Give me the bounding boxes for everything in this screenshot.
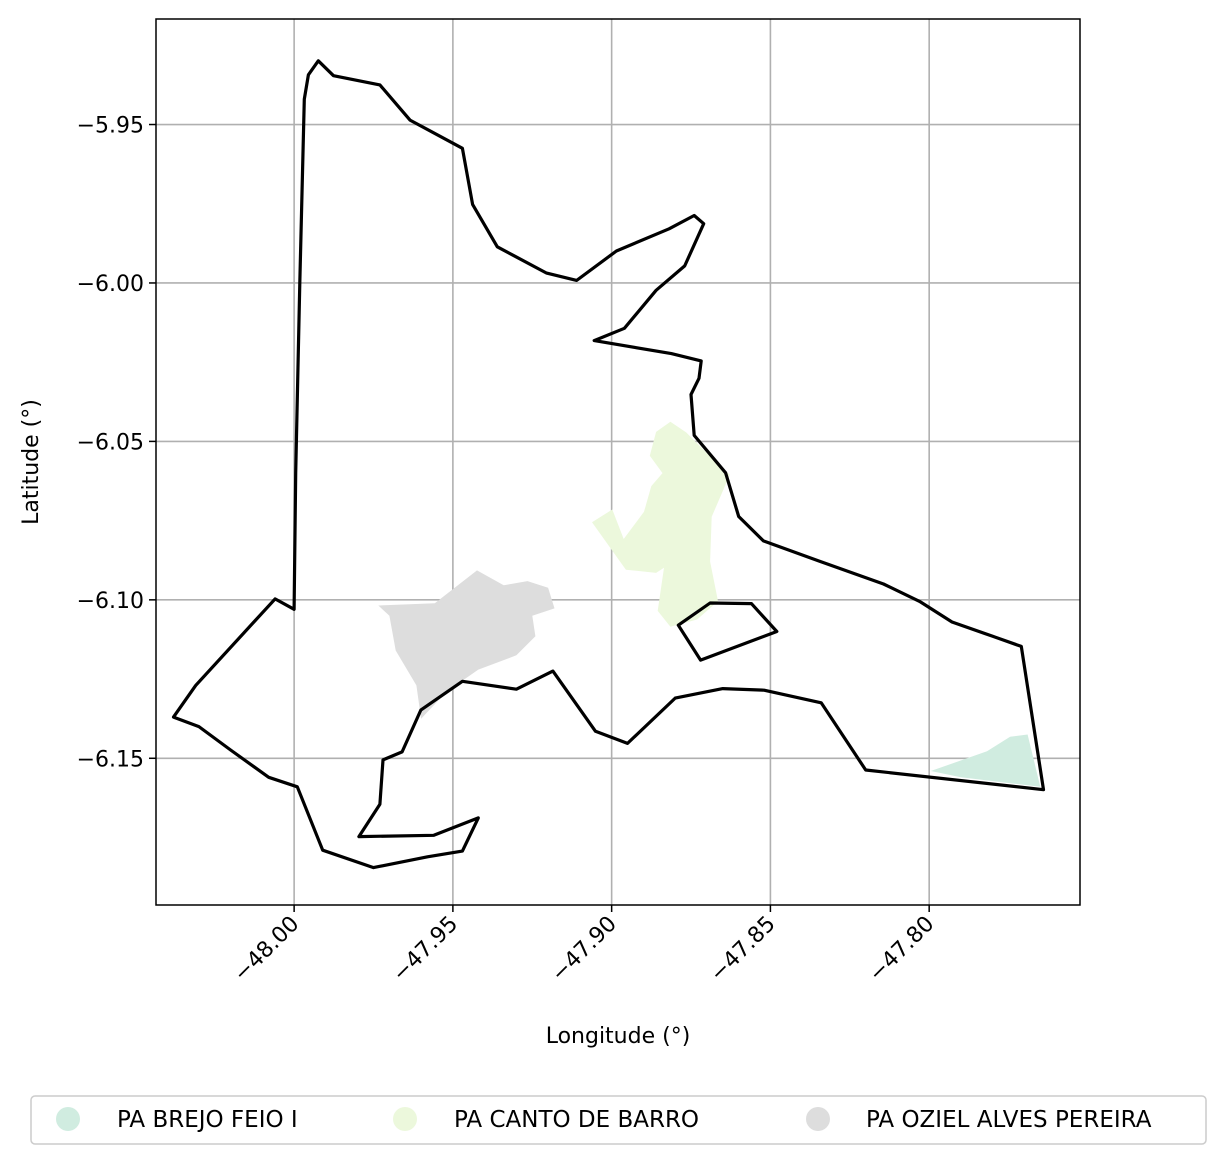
y-tick-label: −5.95 — [77, 114, 144, 139]
legend-box — [30, 1095, 1207, 1145]
x-axis-title: Longitude (°) — [546, 1024, 691, 1049]
area-pa-canto-de-barro — [592, 421, 730, 627]
x-tick-label: −48.00 — [229, 912, 304, 987]
y-axis-title: Latitude (°) — [19, 399, 44, 525]
y-tick-label: −6.15 — [77, 747, 144, 772]
legend-marker — [56, 1107, 80, 1131]
x-tick-label: −47.95 — [388, 912, 463, 987]
y-tick-label: −6.00 — [77, 272, 144, 297]
legend: PA BREJO FEIO I PA CANTO DE BARRO PA OZIEL… — [30, 1095, 1207, 1145]
municipality-boundary — [171, 59, 1046, 870]
x-axis-ticks: −48.00 −47.95 −47.90 −47.85 −47.80 — [229, 905, 939, 987]
legend-marker — [806, 1107, 830, 1131]
area-pa-oziel-alves-pereira — [378, 570, 555, 719]
x-tick-label: −47.85 — [705, 912, 780, 987]
boundary-outline — [171, 59, 1046, 870]
x-tick-label: −47.90 — [547, 912, 622, 987]
legend-label: PA OZIEL ALVES PEREIRA — [866, 1107, 1152, 1133]
y-tick-label: −6.05 — [77, 430, 144, 455]
area-pa-brejo-feio-i — [930, 734, 1041, 787]
grid-lines — [156, 19, 1080, 905]
legend-label: PA CANTO DE BARRO — [454, 1107, 699, 1133]
y-axis-ticks: −5.95 −6.00 −6.05 −6.10 −6.15 — [77, 114, 156, 772]
y-tick-label: −6.10 — [77, 589, 144, 614]
boundary-inner-outline — [676, 601, 779, 662]
x-tick-label: −47.80 — [864, 912, 939, 987]
plot-frame — [155, 18, 1081, 906]
legend-label: PA BREJO FEIO I — [117, 1107, 298, 1133]
settlement-areas — [378, 421, 1041, 787]
legend-marker — [393, 1107, 417, 1131]
